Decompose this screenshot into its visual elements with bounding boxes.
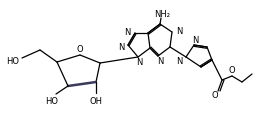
Text: N: N bbox=[157, 56, 163, 65]
Text: HO: HO bbox=[6, 56, 19, 65]
Text: N: N bbox=[136, 58, 142, 66]
Text: O: O bbox=[77, 44, 83, 54]
Text: N: N bbox=[176, 27, 182, 35]
Text: N: N bbox=[192, 35, 198, 44]
Text: OH: OH bbox=[89, 96, 103, 106]
Text: N: N bbox=[119, 43, 125, 52]
Text: O: O bbox=[212, 91, 218, 100]
Text: HO: HO bbox=[46, 96, 59, 106]
Text: NH₂: NH₂ bbox=[154, 9, 170, 18]
Text: N: N bbox=[177, 56, 183, 65]
Text: O: O bbox=[229, 65, 235, 75]
Text: N: N bbox=[125, 28, 131, 37]
